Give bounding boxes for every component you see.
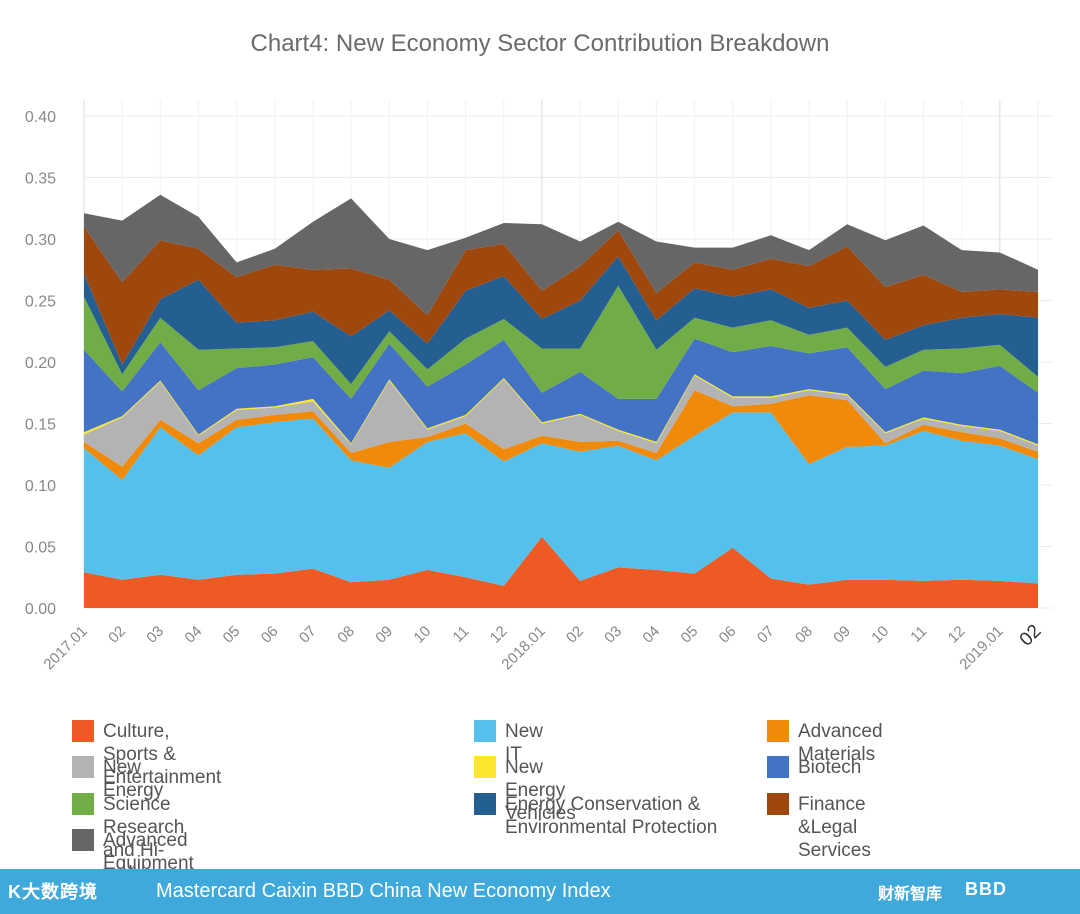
legend-item: Biotech [767,756,861,779]
x-tick-label: 09 [830,623,854,647]
x-tick-label: 02 [1016,621,1046,651]
x-tick-label: 10 [868,623,892,647]
chart-areas [84,194,1038,608]
x-tick-label: 11 [907,623,930,646]
area-series-culture-sports-entertainment [84,536,1038,608]
y-tick-label: 0.30 [25,232,56,249]
legend-label: New Energy [103,757,164,801]
legend-label: Advanced Materials [798,721,883,765]
x-tick-label: 04 [181,623,205,647]
x-tick-label: 12 [945,623,969,647]
y-tick-label: 0.15 [25,417,56,434]
legend-item: New Energy [72,756,163,802]
y-tick-label: 0.00 [25,601,56,618]
legend-swatch [72,793,94,815]
x-tick-label: 11 [449,623,472,646]
x-tick-label: 02 [563,623,587,647]
area-series-energy-conservation-environmental-protection [84,256,1038,385]
x-tick-label: 06 [258,623,282,647]
x-tick-label: 02 [105,623,129,647]
legend-label: New Energy Vehicles [505,757,576,824]
legend-swatch [474,720,496,742]
x-tick-label: 08 [792,623,816,647]
legend-item: Energy Conservation & Environmental Prot… [474,793,734,839]
legend-swatch [767,720,789,742]
x-tick-label: 09 [372,623,396,647]
bbd-cross-border-logo: K大数跨境 [8,882,98,902]
legend-swatch [767,756,789,778]
x-tick-label: 07 [296,623,320,647]
legend-item: New IT [474,720,543,766]
y-axis: 0.00 0.05 0.10 0.15 0.20 0.25 0.30 0.35 0.40 [25,109,56,618]
area-series-finance-legal-services [84,226,1038,365]
legend-swatch [474,756,496,778]
footer-title: Mastercard Caixin BBD China New Economy … [156,880,611,902]
area-series-science-research-and-hi-tech-services [84,285,1038,399]
legend-swatch [72,720,94,742]
x-tick-label: 03 [143,623,167,647]
area-series-new-it [84,412,1038,586]
footer-bar: K大数跨境 Mastercard Caixin BBD China New Ec… [0,869,1080,914]
x-tick-label: 05 [678,623,702,647]
chart-title: Chart4: New Economy Sector Contribution … [250,30,830,57]
y-tick-label: 0.20 [25,355,56,372]
area-series-biotech [84,338,1038,445]
legend-label: Biotech [798,757,862,778]
x-tick-label: 10 [410,623,434,647]
area-series-new-energy-vehicles [84,374,1038,446]
legend-item: Advanced Materials [767,720,883,766]
y-tick-label: 0.05 [25,540,56,557]
x-tick-label: 2017.01 [40,623,90,673]
legend-label: Culture, Sports & Entertainment [103,721,222,788]
legend-swatch [72,756,94,778]
legend-label: Finance &Legal Services [798,794,871,861]
legend-swatch [72,829,94,851]
x-tick-label: 03 [601,623,625,647]
y-tick-label: 0.25 [25,294,56,311]
x-tick-label: 07 [754,623,778,647]
x-tick-label: 12 [487,623,511,647]
y-tick-label: 0.35 [25,171,56,188]
area-chart: 0.00 0.05 0.10 0.15 0.20 0.25 0.30 0.35 0.40 201… [25,100,1052,673]
y-tick-label: 0.10 [25,478,56,495]
y-tick-label: 0.40 [25,109,56,126]
x-tick-label: 04 [639,623,663,647]
legend-swatch [474,793,496,815]
legend-item: Finance &Legal Services [767,793,871,862]
legend-item: Culture, Sports & Entertainment [72,720,221,789]
legend-label: Energy Conservation & Environmental Prot… [505,794,718,838]
x-tick-label: 08 [334,623,358,647]
area-series-advanced-materials [84,390,1038,481]
x-tick-label: 05 [220,623,244,647]
x-tick-label: 06 [716,623,740,647]
area-series-new-energy [84,375,1038,467]
legend-label: New IT [505,721,544,765]
area-series-advanced-equipment-manufacturing [84,194,1038,316]
bbd-logo: BBD [965,879,1007,899]
legend-swatch [767,793,789,815]
caixin-insight-logo: 财新智库 [878,886,943,903]
legend-item: New Energy Vehicles [474,756,576,825]
